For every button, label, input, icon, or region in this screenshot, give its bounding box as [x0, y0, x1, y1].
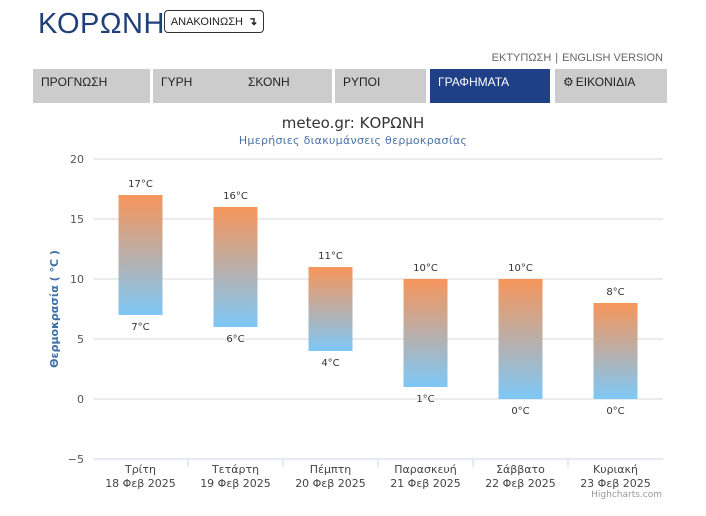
- temperature-range-bar[interactable]: [213, 207, 258, 327]
- chart-credits[interactable]: Highcharts.com: [591, 490, 662, 500]
- low-temp-label: 6°C: [226, 334, 244, 345]
- tab-pollutants[interactable]: ΡΥΠΟΙ: [335, 69, 426, 103]
- tab-dust-label: ΣΚΟΝΗ: [248, 75, 290, 89]
- gear-icon: ⚙: [563, 75, 574, 89]
- arrow-down-right-icon: ↴: [247, 16, 258, 28]
- y-axis-title: Θερμοκρασία ( °C ): [48, 250, 61, 368]
- y-tick-label: 0: [77, 393, 84, 406]
- x-tick-date: 19 Φεβ 2025: [200, 477, 271, 490]
- x-tick-day: Τετάρτη: [211, 463, 259, 476]
- x-tick-date: 18 Φεβ 2025: [105, 477, 176, 490]
- temperature-range-bar[interactable]: [498, 279, 543, 399]
- print-link[interactable]: ΕΚΤΥΠΩΣΗ: [491, 52, 552, 64]
- tab-charts-label: ΓΡΑΦΗΜΑΤΑ: [438, 75, 510, 89]
- x-tick-date: 21 Φεβ 2025: [390, 477, 461, 490]
- x-tick-day: Πέμπτη: [310, 463, 351, 476]
- x-tick-day: Κυριακή: [593, 463, 638, 476]
- english-version-link[interactable]: ENGLISH VERSION: [562, 52, 663, 64]
- announcement-label: ΑΝΑΚΟΙΝΩΣΗ: [170, 15, 243, 28]
- top-links: ΕΚΤΥΠΩΣΗ | ENGLISH VERSION: [492, 52, 663, 64]
- x-tick-day: Παρασκευή: [394, 463, 457, 476]
- tab-dust[interactable]: ΣΚΟΝΗ: [240, 69, 332, 103]
- tab-icons-label: ΕΙΚΟΝΙΔΙΑ: [575, 75, 636, 89]
- y-tick-label: 20: [70, 153, 84, 166]
- low-temp-label: 0°C: [606, 406, 624, 417]
- tab-icons[interactable]: ⚙ ΕΙΚΟΝΙΔΙΑ: [555, 69, 667, 103]
- temperature-range-bar[interactable]: [308, 267, 353, 351]
- tab-charts[interactable]: ΓΡΑΦΗΜΑΤΑ: [430, 69, 550, 103]
- high-temp-label: 8°C: [606, 287, 624, 298]
- y-tick-label: 5: [77, 333, 84, 346]
- low-temp-label: 1°C: [416, 394, 434, 405]
- x-tick-date: 22 Φεβ 2025: [485, 477, 556, 490]
- tab-pollen-label: ΓΥΡΗ: [161, 75, 193, 89]
- x-tick-day: Τρίτη: [124, 463, 156, 476]
- x-tick-day: Σάββατο: [496, 463, 545, 476]
- high-temp-label: 16°C: [223, 191, 248, 202]
- y-tick-label: 10: [70, 273, 84, 286]
- tab-pollutants-label: ΡΥΠΟΙ: [343, 75, 381, 89]
- temperature-range-bar[interactable]: [593, 303, 638, 399]
- temperature-range-bar[interactable]: [118, 195, 163, 315]
- main-nav: ΠΡΟΓΝΩΣΗ ΓΥΡΗ ΣΚΟΝΗ ΡΥΠΟΙ ΓΡΑΦΗΜΑΤΑ ⚙ ΕΙΚ…: [33, 69, 667, 103]
- low-temp-label: 7°C: [131, 322, 149, 333]
- low-temp-label: 0°C: [511, 406, 529, 417]
- tab-forecast[interactable]: ΠΡΟΓΝΩΣΗ: [33, 69, 150, 103]
- high-temp-label: 10°C: [508, 263, 533, 274]
- announcement-button[interactable]: ΑΝΑΚΟΙΝΩΣΗ ↴: [164, 10, 264, 33]
- high-temp-label: 10°C: [413, 263, 438, 274]
- high-temp-label: 17°C: [128, 179, 153, 190]
- x-tick-date: 20 Φεβ 2025: [295, 477, 366, 490]
- tab-forecast-label: ΠΡΟΓΝΩΣΗ: [41, 75, 108, 89]
- temperature-range-bar[interactable]: [403, 279, 448, 387]
- chart-subtitle: Ημερήσιες διακυμάνσεις θερμοκρασίας: [238, 134, 468, 147]
- y-tick-label: −5: [68, 453, 84, 466]
- low-temp-label: 4°C: [321, 358, 339, 369]
- chart-title: meteo.gr: ΚΟΡΩΝΗ: [281, 114, 425, 132]
- top-links-separator: |: [555, 52, 559, 64]
- site-title: ΚΟΡΩΝΗ: [38, 8, 165, 40]
- high-temp-label: 11°C: [318, 251, 343, 262]
- x-tick-date: 23 Φεβ 2025: [580, 477, 651, 490]
- y-tick-label: 15: [70, 213, 84, 226]
